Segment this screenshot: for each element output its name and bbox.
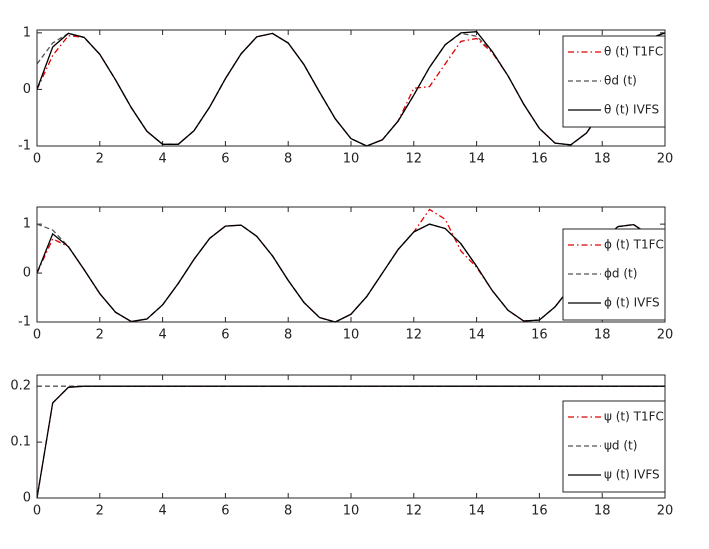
series-line <box>36 223 666 323</box>
y-tick-label: 0.2 <box>10 379 31 394</box>
x-tick-label: 18 <box>594 328 611 343</box>
x-tick-label: 2 <box>96 152 104 167</box>
y-tick-label: -1 <box>18 139 31 154</box>
x-tick-label: 10 <box>343 152 360 167</box>
x-tick-label: 10 <box>343 328 360 343</box>
x-tick-label: 10 <box>343 504 360 519</box>
x-tick-label: 12 <box>406 328 423 343</box>
legend-label: ψd (t) <box>604 439 637 453</box>
x-tick-label: 6 <box>221 504 229 519</box>
x-tick-label: 8 <box>284 504 292 519</box>
x-tick-label: 2 <box>96 328 104 343</box>
plot-area <box>37 30 665 146</box>
series-line <box>36 31 666 147</box>
y-tick-label: -1 <box>18 315 31 330</box>
x-tick-label: 16 <box>531 504 548 519</box>
x-tick-label: 0 <box>33 504 41 519</box>
x-tick-label: 14 <box>468 152 485 167</box>
x-tick-label: 18 <box>594 504 611 519</box>
x-tick-label: 20 <box>657 328 674 343</box>
x-tick-label: 6 <box>221 328 229 343</box>
plot-area <box>37 207 665 322</box>
x-tick-label: 16 <box>531 328 548 343</box>
x-tick-label: 12 <box>406 152 423 167</box>
x-tick-label: 12 <box>406 504 423 519</box>
y-tick-label: 0 <box>23 82 31 97</box>
x-tick-label: 6 <box>221 152 229 167</box>
x-tick-label: 4 <box>158 504 166 519</box>
x-tick-label: 0 <box>33 328 41 343</box>
legend-label: θd (t) <box>604 74 637 88</box>
y-tick-label: 0 <box>23 266 31 281</box>
y-tick-label: 1 <box>23 217 31 232</box>
series-line <box>36 385 665 499</box>
x-tick-label: 4 <box>158 328 166 343</box>
x-tick-label: 14 <box>468 328 485 343</box>
x-tick-label: 16 <box>531 152 548 167</box>
legend-label: ψ (t) IVFS <box>604 468 660 482</box>
legend-label: ϕ (t) T1FC <box>604 238 664 252</box>
legend-label: ϕd (t) <box>604 267 637 281</box>
y-tick-label: 0 <box>23 491 31 506</box>
legend-label: ϕ (t) IVFS <box>604 296 660 310</box>
plot-area <box>37 375 665 498</box>
x-tick-label: 14 <box>468 504 485 519</box>
x-tick-label: 20 <box>657 504 674 519</box>
x-tick-label: 8 <box>284 152 292 167</box>
x-tick-label: 8 <box>284 328 292 343</box>
x-tick-label: 2 <box>96 504 104 519</box>
x-tick-label: 0 <box>33 152 41 167</box>
legend-label: θ (t) T1FC <box>604 45 663 59</box>
legend-label: θ (t) IVFS <box>604 103 659 117</box>
y-tick-label: 0.1 <box>10 435 31 450</box>
x-tick-label: 18 <box>594 152 611 167</box>
x-tick-label: 4 <box>158 152 166 167</box>
legend-label: ψ (t) T1FC <box>604 410 664 424</box>
x-tick-label: 20 <box>657 152 674 167</box>
y-tick-label: 1 <box>23 25 31 40</box>
